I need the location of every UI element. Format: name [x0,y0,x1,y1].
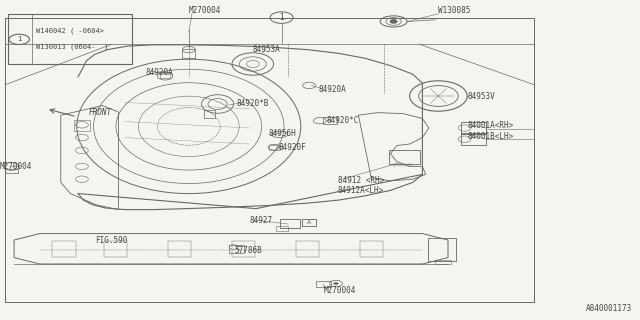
Circle shape [333,282,339,285]
Bar [403,164,406,166]
Text: 57786B: 57786B [235,246,262,255]
Text: 1: 1 [279,13,284,22]
Text: 84920A: 84920A [146,68,173,76]
Bar [398,164,401,166]
Text: M270004: M270004 [189,6,221,15]
Bar [428,238,456,261]
Bar [360,241,383,257]
Bar [389,150,420,164]
Bar [323,117,337,124]
Bar [393,164,396,166]
Text: W130013 (0604-  ): W130013 (0604- ) [36,43,108,50]
Bar [204,110,215,118]
Text: 84912A<LH>: 84912A<LH> [338,186,384,195]
Bar [104,241,127,257]
Bar [5,18,534,302]
Text: 84920*B: 84920*B [237,99,269,108]
Bar [182,49,195,58]
Bar [232,241,255,257]
Bar [229,245,244,253]
Bar [316,281,331,287]
Text: 84956H: 84956H [269,129,296,138]
Text: M270004: M270004 [0,162,33,171]
Bar [276,226,288,231]
Text: M270004: M270004 [323,286,356,295]
Bar [435,260,451,264]
Text: 84920*C: 84920*C [326,116,359,125]
Bar [74,120,90,131]
Text: 84001A<RH>: 84001A<RH> [467,121,513,130]
Text: 84953A: 84953A [253,45,280,54]
Text: 84912 <RH>: 84912 <RH> [338,176,384,185]
Bar [5,169,18,173]
Text: FRONT: FRONT [88,108,111,117]
Text: A840001173: A840001173 [586,304,632,313]
Bar [52,241,76,257]
Text: 84920A: 84920A [318,85,346,94]
Text: 84920F: 84920F [278,143,306,152]
Bar [269,145,280,150]
Bar [160,72,170,78]
Bar [408,164,412,166]
Circle shape [390,20,397,23]
Text: 1: 1 [17,36,22,42]
Bar [168,241,191,257]
Text: 84953V: 84953V [467,92,495,100]
Bar [461,133,486,145]
Bar [461,122,486,134]
Bar [296,241,319,257]
Bar [302,219,316,226]
Text: 84927: 84927 [250,216,273,225]
Text: W130085: W130085 [438,6,471,15]
Bar [280,219,300,228]
Text: W140042 ( -0604>: W140042 ( -0604> [36,27,104,34]
Bar [8,14,132,64]
Text: FIG.590: FIG.590 [95,236,127,245]
Text: 84001B<LH>: 84001B<LH> [467,132,513,140]
Text: A: A [307,220,311,225]
